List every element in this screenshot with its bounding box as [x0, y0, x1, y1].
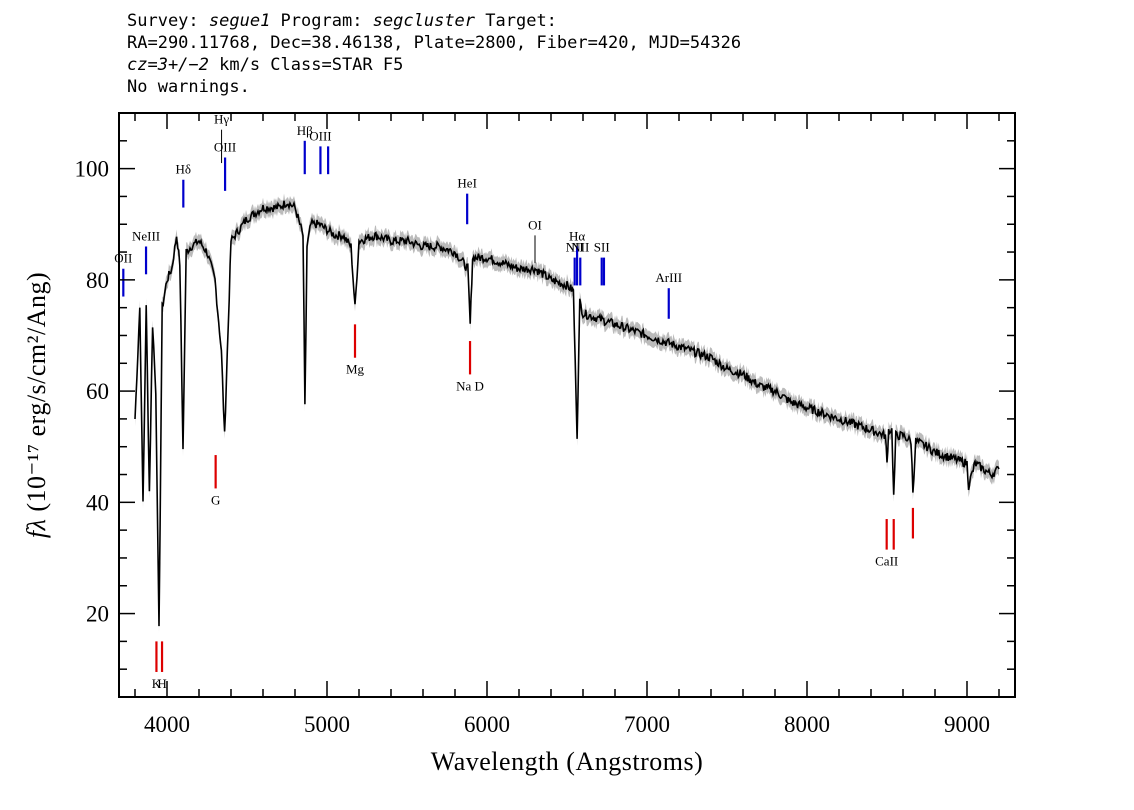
x-tick-label: 9000 — [944, 712, 990, 737]
line-label-16: K — [152, 676, 162, 691]
x-tick-label: 6000 — [464, 712, 510, 737]
spectrum-line — [134, 200, 1000, 627]
y-tick-label: 20 — [86, 602, 109, 627]
line-label-19: Mg — [346, 362, 365, 377]
axis-ticks — [119, 112, 1015, 697]
y-axis-title: fλ (10⁻¹⁷ erg/s/cm²/Ang) — [22, 272, 51, 538]
header-line-warnings: No warnings. — [127, 77, 250, 97]
y-tick-label: 80 — [86, 268, 109, 293]
error-band-fill — [135, 193, 999, 634]
line-label-4: OIII — [214, 139, 236, 154]
line-label-9: OI — [528, 217, 542, 232]
line-label-3: Hγ — [214, 112, 229, 127]
redshift-value: cz=3+/−2 — [127, 55, 209, 75]
y-axis-title-units: (10⁻¹⁷ erg/s/cm²/Ang) — [22, 272, 51, 512]
target-label: Target: — [475, 11, 557, 31]
x-tick-label: 4000 — [144, 712, 190, 737]
line-label-8: HeI — [457, 176, 477, 191]
header-line-redshift: cz=3+/−2 km/s Class=STAR F5 — [127, 54, 741, 76]
line-label-12: NII — [571, 240, 589, 255]
line-label-18: G — [211, 492, 220, 507]
y-tick-label: 40 — [86, 490, 109, 515]
line-label-21: CaII — [875, 554, 898, 569]
y-tick-label: 60 — [86, 379, 109, 404]
header-line-survey: Survey: segue1 Program: segcluster Targe… — [127, 10, 741, 32]
survey-value: segue1 — [208, 11, 271, 31]
line-label-15: ArIII — [655, 270, 682, 285]
line-label-5: Hβ — [297, 123, 313, 138]
spectrum-header: Survey: segue1 Program: segcluster Targe… — [127, 10, 741, 98]
program-value: segcluster — [372, 11, 476, 31]
spectrum-series — [134, 200, 1000, 627]
axis-tick-labels: 4000 5000 6000 7000 8000 9000 20 40 60 80 100 — [75, 157, 991, 737]
program-label: Program: — [270, 11, 373, 31]
y-tick-label: 100 — [75, 157, 110, 182]
line-label-17: H — [157, 676, 166, 691]
x-tick-label: 5000 — [304, 712, 350, 737]
line-label-13: SII — [594, 240, 610, 255]
y-axis-title-symbol: fλ — [22, 512, 51, 538]
x-axis-title: Wavelength (Angstroms) — [431, 747, 703, 776]
survey-label: Survey: — [127, 11, 209, 31]
class-value: km/s Class=STAR F5 — [208, 55, 404, 75]
x-tick-label: 8000 — [784, 712, 830, 737]
line-label-0: OII — [114, 251, 132, 266]
plot-frame — [118, 112, 1016, 698]
line-label-6: OIII — [309, 128, 331, 143]
line-label-1: NeIII — [132, 228, 160, 243]
line-label-11: Hα — [569, 228, 585, 243]
header-line-coordinates: RA=290.11768, Dec=38.46138, Plate=2800, … — [127, 33, 742, 53]
x-tick-label: 7000 — [624, 712, 670, 737]
line-label-20: Na D — [456, 378, 484, 393]
line-label-2: Hδ — [176, 162, 192, 177]
error-band — [135, 193, 999, 634]
line-label-10: NII — [566, 240, 584, 255]
